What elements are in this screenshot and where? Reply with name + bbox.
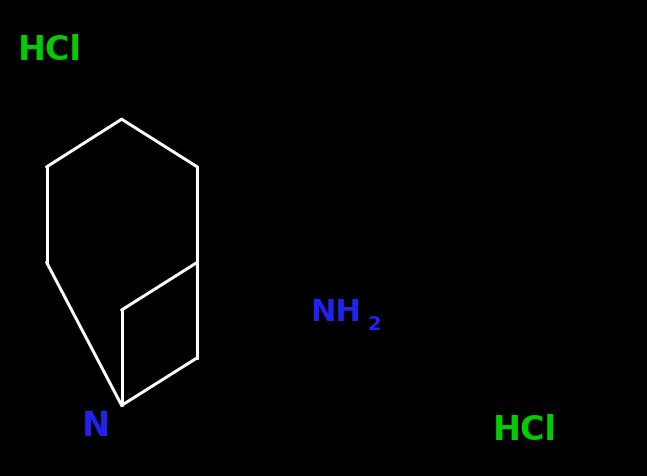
Text: NH: NH (311, 298, 361, 326)
Text: 2: 2 (367, 314, 381, 333)
Text: HCl: HCl (18, 33, 82, 67)
Text: N: N (82, 409, 110, 443)
Text: HCl: HCl (493, 413, 557, 446)
